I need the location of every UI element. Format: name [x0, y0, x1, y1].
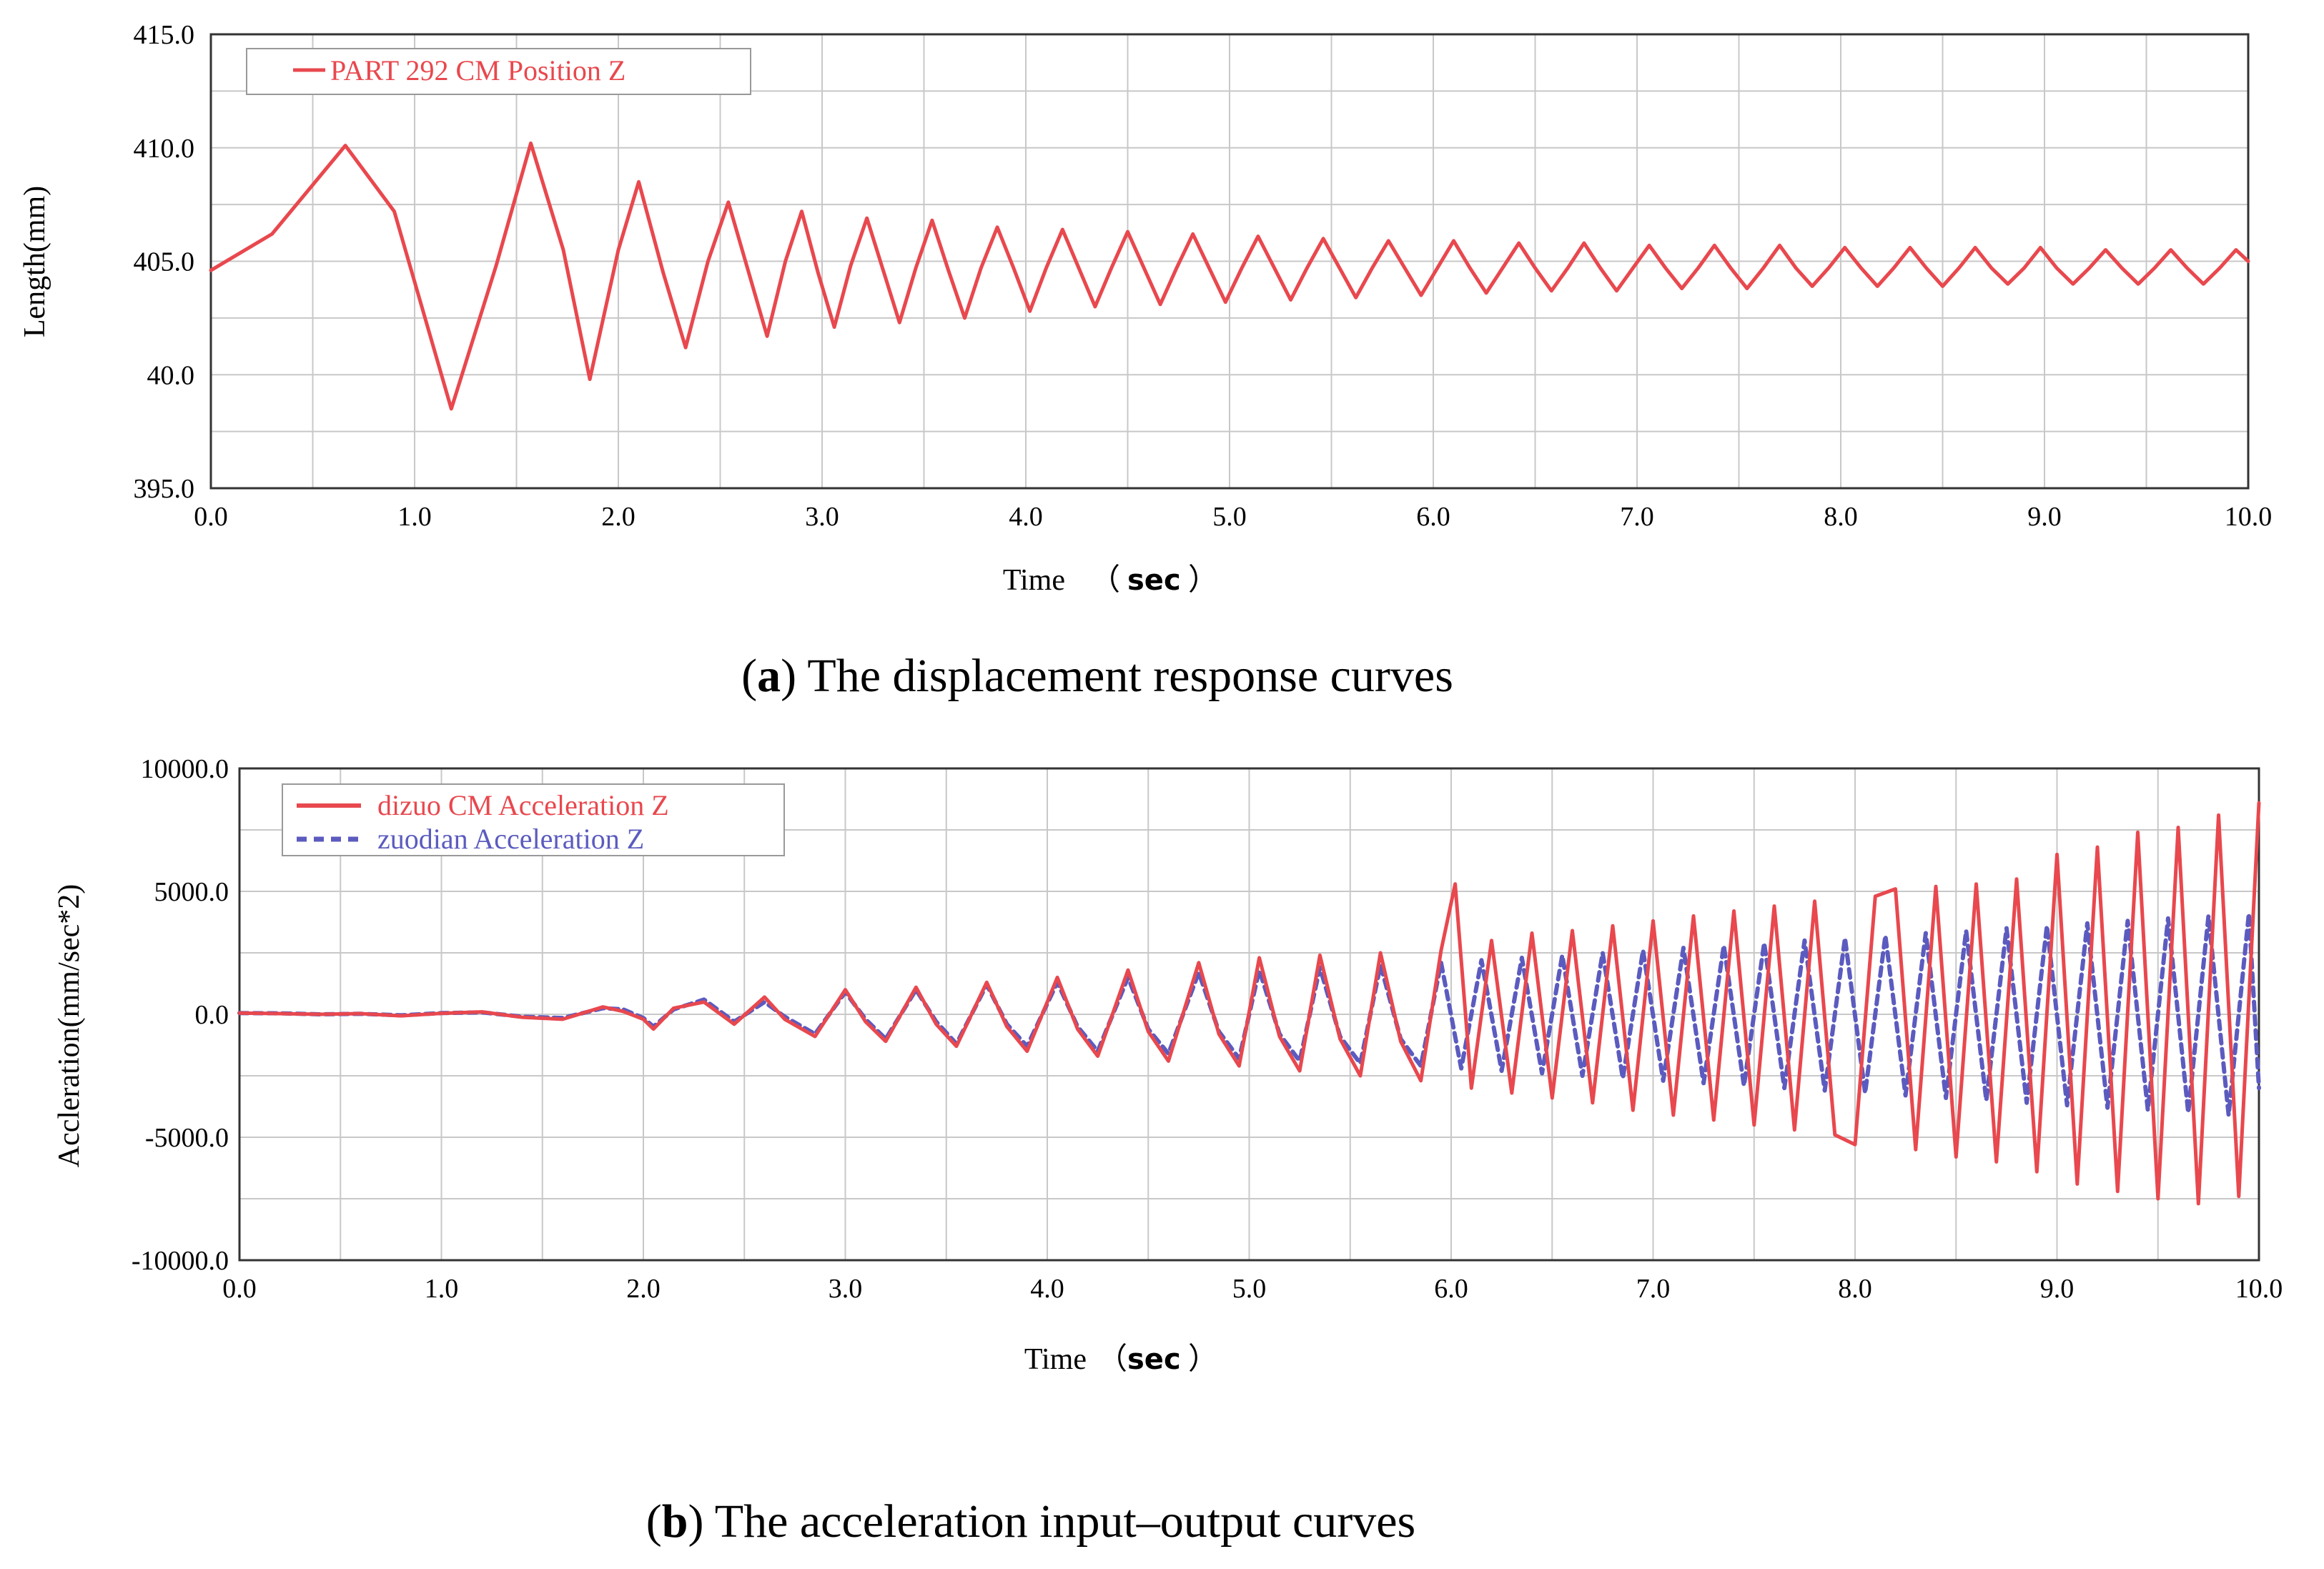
b-x-tick-label: 1.0: [425, 1274, 459, 1304]
a-x-tick-label: 9.0: [2027, 502, 2062, 532]
b-x-tick-label: 0.0: [222, 1274, 257, 1304]
a-caption: (a) The displacement response curves: [741, 650, 1453, 702]
b-x-tick-label: 2.0: [626, 1274, 661, 1304]
a-y-axis-title: Length(mm): [19, 186, 51, 337]
b-legend-label-0: dizuo CM Acceleration Z: [377, 789, 669, 821]
b-series-group: [237, 801, 2261, 1206]
b-x-tick-label: 10.0: [2235, 1274, 2283, 1304]
a-series-group: [209, 141, 2250, 411]
a-x-axis-title: Time: [1003, 564, 1065, 597]
a-x-tick-label: 4.0: [1009, 502, 1043, 532]
a-x-tick-labels: 0.0 1.0 2.0 3.0 4.0 5.0 6.0 7.0 8.0 9.0 10.0: [194, 502, 2272, 532]
b-x-tick-label: 4.0: [1030, 1274, 1064, 1304]
a-y-tick-labels: 415.0 410.0 405.0 40.0 395.0: [134, 20, 195, 504]
panel-a: 415.0 410.0 405.0 40.0 395.0 0.0 1.0 2.0 3.0 4.0…: [19, 20, 2272, 702]
a-y-tick-label: 405.0: [134, 247, 195, 277]
b-legend-label-1: zuodian Acceleration Z: [377, 823, 644, 855]
a-x-tick-label: 0.0: [194, 502, 228, 532]
b-caption: (b) The acceleration input–output curves: [646, 1495, 1415, 1548]
b-x-axis-paren-close: ）: [1188, 1343, 1218, 1376]
a-x-tick-label: 3.0: [805, 502, 839, 532]
b-x-tick-label: 6.0: [1434, 1274, 1468, 1304]
b-caption-text: The acceleration input–output curves: [715, 1495, 1415, 1548]
a-x-axis-paren-close: ）: [1188, 564, 1218, 597]
a-legend-label-0: PART 292 CM Position Z: [330, 54, 625, 86]
b-x-tick-label: 5.0: [1232, 1274, 1267, 1304]
a-x-tick-label: 10.0: [2225, 502, 2273, 532]
panel-b: 10000.0 5000.0 0.0 -5000.0 -10000.0 0.0 1.0 2.…: [53, 754, 2283, 1548]
a-y-tick-label: 40.0: [147, 360, 195, 390]
b-legend: dizuo CM Acceleration Z zuodian Accelera…: [282, 783, 785, 856]
a-legend: PART 292 CM Position Z: [246, 48, 751, 95]
a-x-axis-unit: sec: [1127, 564, 1181, 597]
b-x-axis-title: Time: [1024, 1343, 1087, 1376]
a-grid: [211, 34, 2248, 488]
b-legend-box: [282, 783, 785, 856]
a-x-tick-label: 5.0: [1212, 502, 1247, 532]
a-y-tick-label: 395.0: [134, 474, 195, 504]
b-x-tick-label: 7.0: [1636, 1274, 1671, 1304]
a-x-tick-label: 1.0: [397, 502, 432, 532]
b-caption-letter: b: [662, 1495, 688, 1548]
b-y-tick-label: 10000.0: [141, 754, 229, 784]
b-y-tick-label: 0.0: [195, 1000, 229, 1030]
a-legend-box: [246, 48, 751, 95]
a-x-tick-label: 2.0: [601, 502, 636, 532]
a-x-tick-label: 7.0: [1620, 502, 1654, 532]
a-y-tick-label: 415.0: [134, 20, 195, 50]
b-x-tick-label: 9.0: [2040, 1274, 2075, 1304]
b-y-tick-label: -10000.0: [132, 1246, 229, 1276]
a-caption-text: The displacement response curves: [807, 650, 1453, 702]
b-y-tick-labels: 10000.0 5000.0 0.0 -5000.0 -10000.0: [132, 754, 229, 1276]
b-x-axis-unit: sec: [1127, 1343, 1181, 1376]
a-x-tick-label: 8.0: [1824, 502, 1858, 532]
b-series-line-0: [237, 801, 2261, 1206]
a-y-tick-label: 410.0: [134, 134, 195, 164]
a-x-tick-label: 6.0: [1416, 502, 1450, 532]
a-x-axis-paren-open: （: [1090, 564, 1120, 597]
a-series-line-0: [209, 141, 2250, 411]
b-y-tick-label: 5000.0: [154, 877, 229, 907]
a-caption-letter: a: [757, 650, 781, 702]
b-y-axis-title: Accleration(mm/sec*2): [53, 884, 86, 1168]
b-x-tick-label: 3.0: [829, 1274, 863, 1304]
b-x-tick-label: 8.0: [1838, 1274, 1872, 1304]
b-x-axis-paren-open: （: [1097, 1343, 1127, 1376]
b-x-tick-labels: 0.0 1.0 2.0 3.0 4.0 5.0 6.0 7.0 8.0 9.0 10.0: [222, 1274, 2283, 1304]
b-y-tick-label: -5000.0: [145, 1123, 229, 1153]
